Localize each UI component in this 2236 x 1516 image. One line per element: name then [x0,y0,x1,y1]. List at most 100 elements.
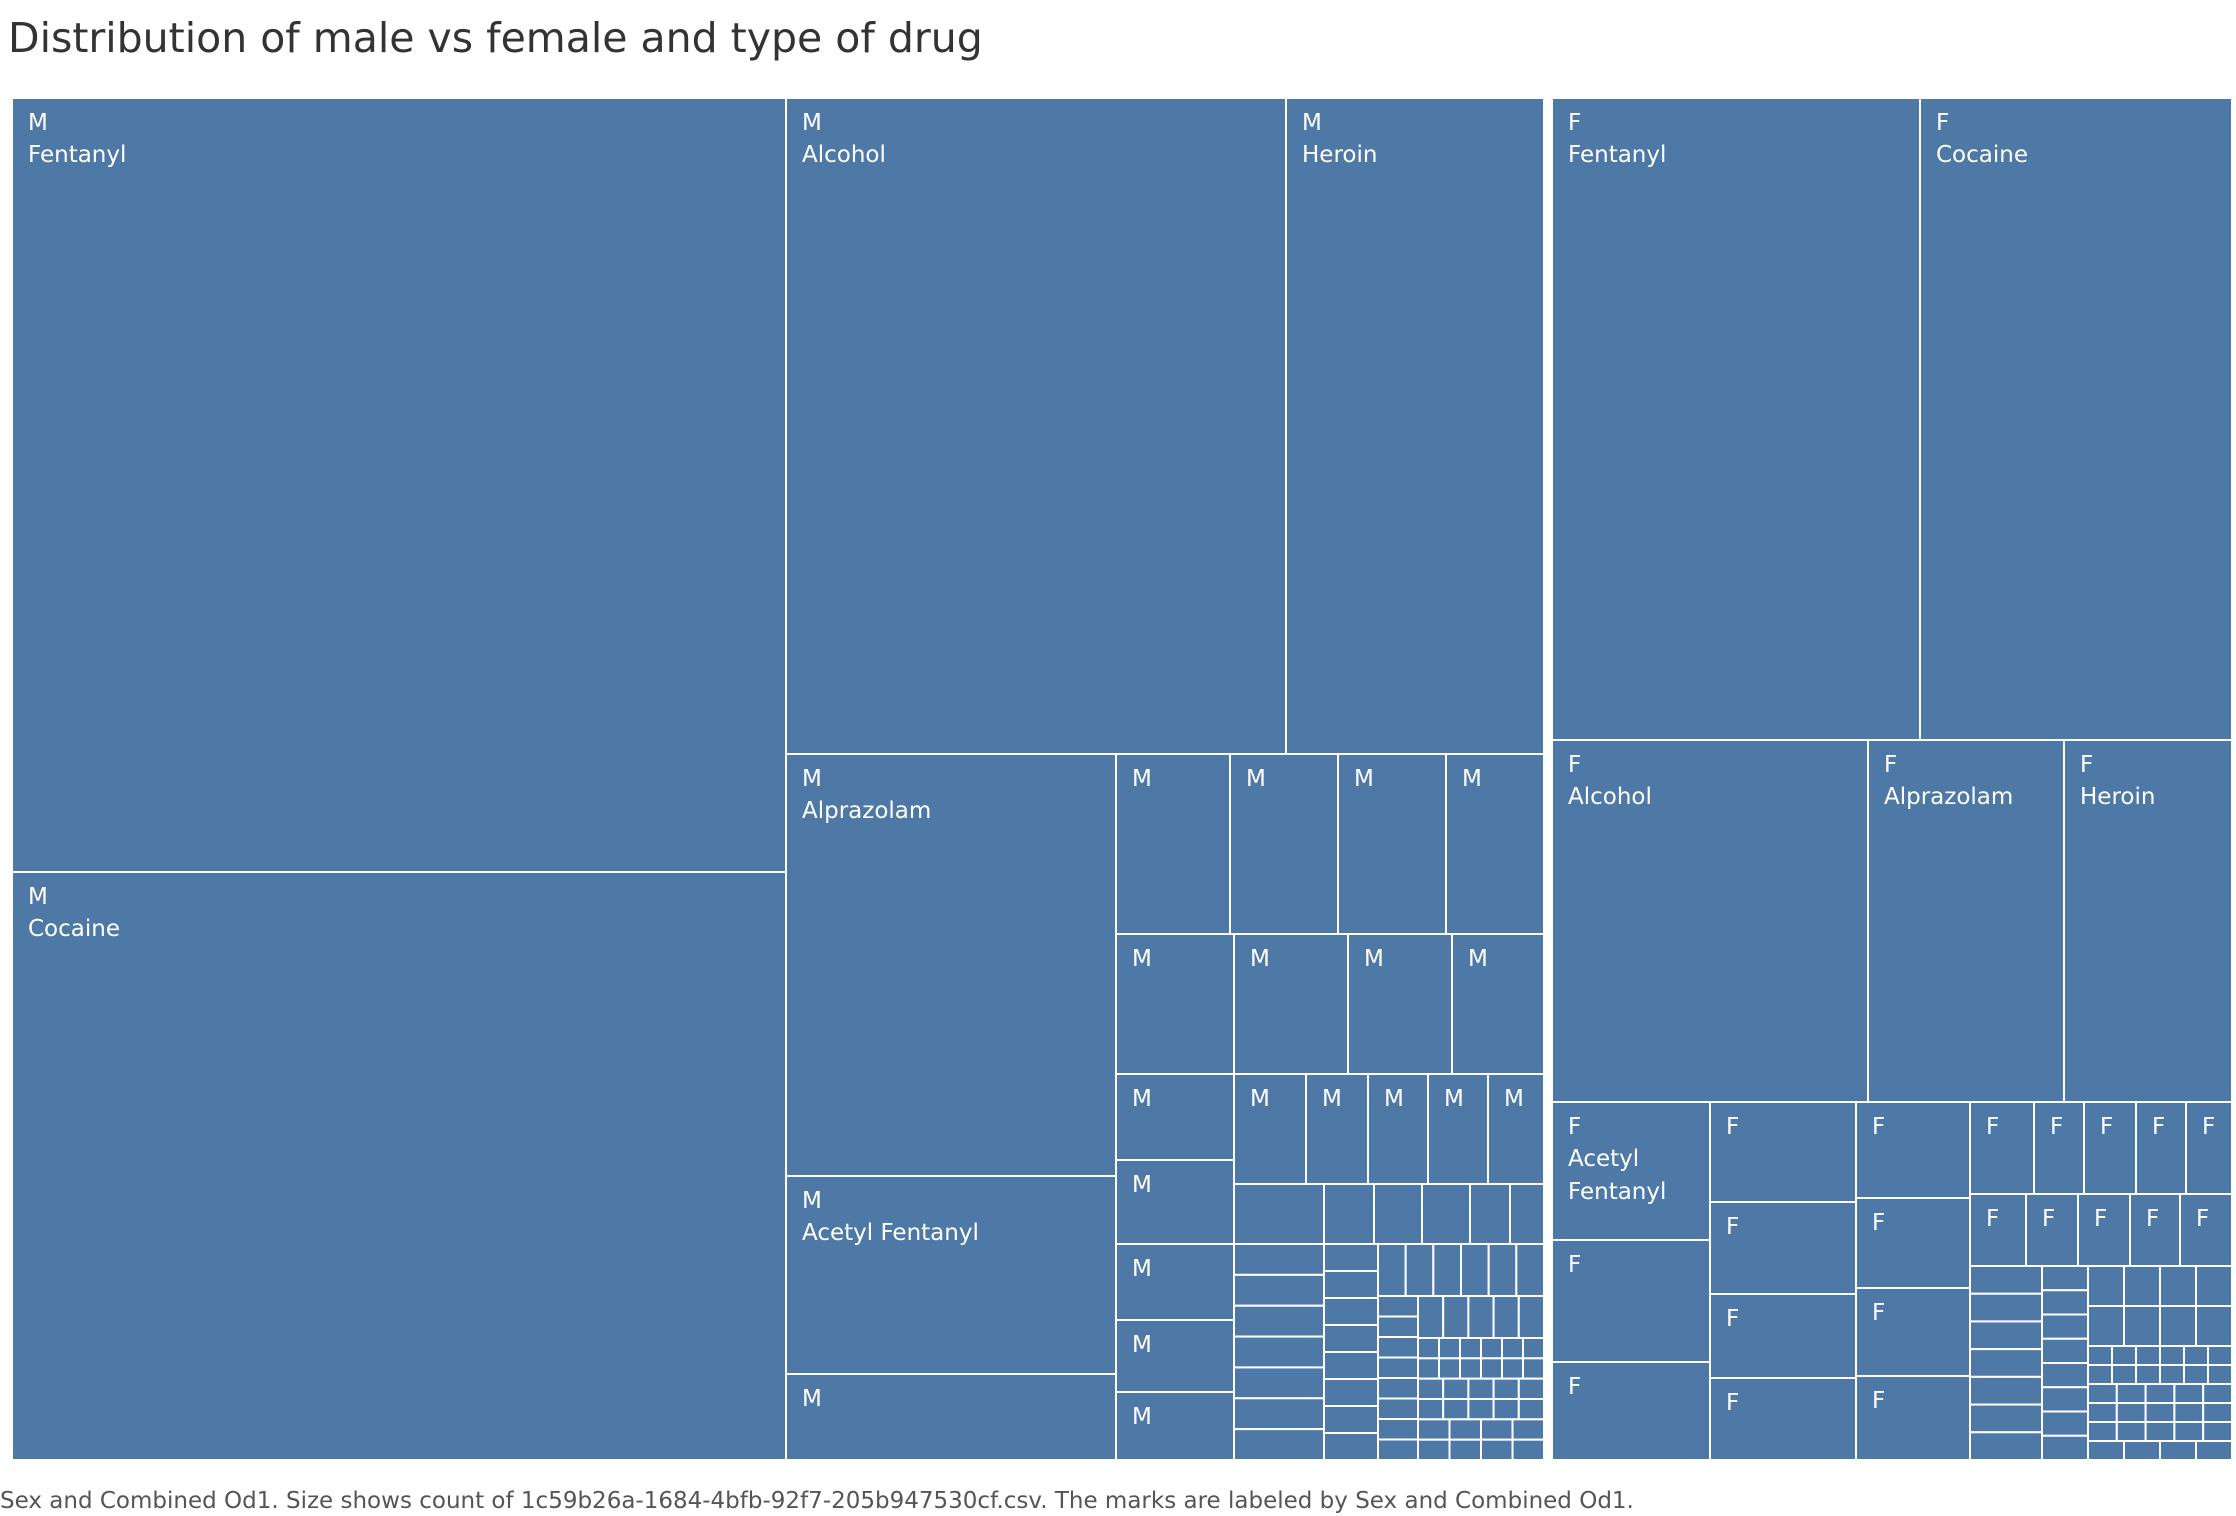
treemap-cell-m[interactable] [1451,933,1545,1075]
treemap-cell-m-small[interactable] [1460,1243,1490,1297]
treemap-cell-m-small[interactable] [1233,1428,1325,1461]
treemap-cell-f-small[interactable] [1969,1320,2043,1351]
treemap-cell-f-small[interactable] [2207,1345,2233,1366]
treemap-cell-f[interactable] [2185,1101,2233,1195]
treemap-cell-m-small[interactable] [1448,1418,1482,1441]
treemap-cell-f[interactable] [1709,1377,1857,1461]
treemap-cell-m-small[interactable] [1459,1357,1482,1380]
treemap-cell-m-small[interactable] [1467,1377,1495,1400]
treemap-cell-m[interactable] [1367,1073,1429,1185]
treemap-cell-m-small[interactable] [1233,1243,1325,1276]
treemap-cell-f-small[interactable] [2041,1434,2089,1461]
treemap-cell-m-small[interactable] [1442,1295,1470,1339]
treemap-cell-m-small[interactable] [1377,1295,1419,1318]
treemap-cell-f-small[interactable] [2087,1440,2125,1461]
treemap-cell-m-small[interactable] [1501,1357,1524,1380]
treemap-cell-m[interactable] [785,1373,1117,1461]
treemap-cell-m-small[interactable] [1480,1357,1503,1380]
treemap-cell-f-small[interactable] [2115,1421,2147,1442]
treemap-cell-f-small[interactable] [2087,1383,2118,1404]
treemap-cell-f-fentanyl[interactable] [1551,97,1921,741]
treemap-cell-m-alprazolam[interactable] [785,753,1117,1177]
treemap-cell-f-small[interactable] [2195,1305,2233,1347]
treemap-cell-f-small[interactable] [2195,1440,2233,1461]
treemap-cell-m-small[interactable] [1377,1418,1419,1441]
treemap-cell-m-small[interactable] [1377,1243,1407,1297]
treemap-cell-m[interactable] [1445,753,1545,935]
treemap-cell-f-small[interactable] [2173,1421,2205,1442]
treemap-cell-m-small[interactable] [1377,1438,1419,1461]
treemap-cell-f-heroin[interactable] [2063,739,2233,1103]
treemap-cell-f-small[interactable] [1969,1431,2043,1462]
treemap-cell-m-small[interactable] [1417,1377,1445,1400]
treemap-cell-f-small[interactable] [2144,1402,2176,1423]
treemap-cell-f-small[interactable] [2115,1402,2147,1423]
treemap-cell-m-alcohol[interactable] [785,97,1287,755]
treemap-cell-m-small[interactable] [1417,1357,1440,1380]
treemap-cell-m-small[interactable] [1233,1335,1325,1369]
treemap-cell-f[interactable] [1709,1293,1857,1379]
treemap-cell-m-small[interactable] [1480,1337,1503,1360]
treemap-cell-f[interactable] [1551,1239,1711,1363]
treemap-cell-m-small[interactable] [1517,1295,1546,1339]
treemap-cell-m-heroin[interactable] [1285,97,1545,755]
treemap-cell-f-alprazolam[interactable] [1867,739,2065,1103]
treemap-cell-m-small[interactable] [1233,1304,1325,1338]
treemap-cell-f-small[interactable] [2041,1289,2089,1316]
treemap-cell-f-small[interactable] [2207,1364,2233,1385]
treemap-cell-f-small[interactable] [2183,1364,2209,1385]
treemap-cell-f-small[interactable] [1969,1265,2043,1295]
treemap-cell-m-small[interactable] [1517,1398,1546,1421]
treemap-cell-m-small[interactable] [1233,1273,1325,1307]
treemap-cell-m-small[interactable] [1511,1418,1545,1441]
treemap-cell-m-small[interactable] [1377,1397,1419,1420]
treemap-cell-f-small[interactable] [1969,1403,2043,1434]
treemap-cell-f-small[interactable] [2087,1265,2125,1307]
treemap-cell-f-small[interactable] [2087,1364,2113,1385]
treemap-cell-f[interactable] [1855,1375,1971,1461]
treemap-cell-m-small[interactable] [1509,1183,1545,1245]
treemap-cell-m-small[interactable] [1522,1337,1545,1360]
treemap-cell-m-small[interactable] [1417,1418,1451,1441]
treemap-cell-m-small[interactable] [1323,1378,1379,1407]
treemap-cell-m-small[interactable] [1377,1356,1419,1379]
treemap-cell-f-small[interactable] [2144,1421,2176,1442]
treemap-cell-m-small[interactable] [1442,1398,1470,1421]
treemap-cell-m[interactable] [1115,1159,1235,1245]
treemap-cell-f-small[interactable] [2087,1421,2118,1442]
treemap-cell-m-small[interactable] [1469,1183,1511,1245]
treemap-cell-m-small[interactable] [1438,1357,1461,1380]
treemap-cell-m-cocaine[interactable] [11,871,787,1461]
treemap-cell-m-small[interactable] [1480,1418,1514,1441]
treemap-cell-m[interactable] [1229,753,1339,935]
treemap-cell-f-small[interactable] [2111,1364,2137,1385]
treemap-cell-f[interactable] [1709,1201,1857,1295]
treemap-cell-f-small[interactable] [1969,1375,2043,1406]
treemap-cell-m[interactable] [1115,1243,1235,1321]
treemap-cell-m-small[interactable] [1323,1432,1379,1461]
treemap-cell-m-small[interactable] [1323,1351,1379,1380]
treemap-cell-f-small[interactable] [2195,1265,2233,1307]
treemap-cell-f-small[interactable] [2159,1345,2185,1366]
treemap-cell-f-small[interactable] [2159,1305,2197,1347]
treemap-cell-f-small[interactable] [2202,1383,2233,1404]
treemap-cell-f-small[interactable] [2087,1305,2125,1347]
treemap-cell-m-small[interactable] [1492,1398,1520,1421]
treemap-cell-m[interactable] [1115,1073,1235,1161]
treemap-cell-m-small[interactable] [1480,1438,1514,1461]
treemap-cell-f-small[interactable] [2135,1345,2161,1366]
treemap-cell-m-small[interactable] [1421,1183,1471,1245]
treemap-cell-f-small[interactable] [2173,1383,2205,1404]
treemap-cell-m-small[interactable] [1323,1243,1379,1272]
treemap-cell-m-small[interactable] [1511,1438,1545,1461]
treemap-cell-m[interactable] [1115,1391,1235,1461]
treemap-cell-m-small[interactable] [1492,1295,1520,1339]
treemap-cell-f-small[interactable] [2123,1305,2161,1347]
treemap-cell-m-small[interactable] [1373,1183,1423,1245]
treemap-cell-f[interactable] [1969,1101,2035,1195]
treemap-cell-f-small[interactable] [2041,1362,2089,1389]
treemap-cell-m[interactable] [1427,1073,1489,1185]
treemap-cell-f-small[interactable] [2202,1402,2233,1423]
treemap-cell-m-small[interactable] [1323,1405,1379,1434]
treemap-cell-m-small[interactable] [1377,1336,1419,1359]
